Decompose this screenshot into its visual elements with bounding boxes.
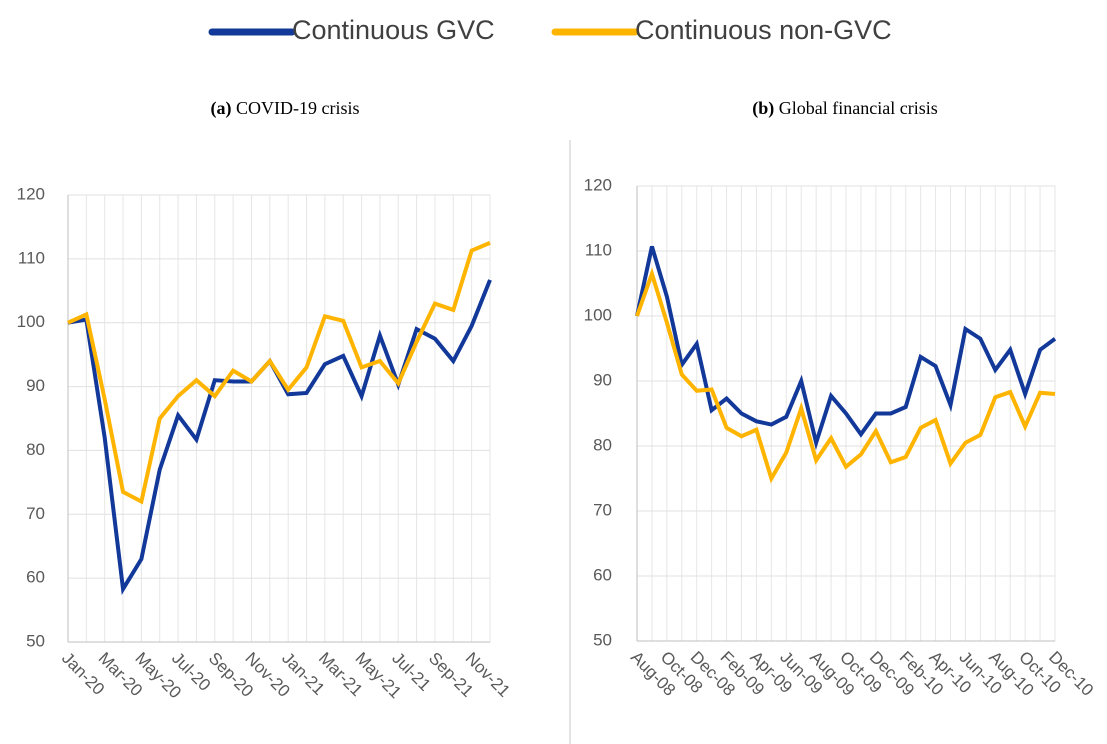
y-tick-label: 60 xyxy=(593,565,612,584)
y-tick-label: 100 xyxy=(584,305,612,324)
series-line xyxy=(67,241,491,505)
y-tick-label: 90 xyxy=(26,376,45,395)
legend-label: Continuous GVC xyxy=(292,15,495,45)
y-tick-label: 90 xyxy=(593,370,612,389)
y-tick-label: 100 xyxy=(17,312,45,331)
y-tick-label: 110 xyxy=(585,240,612,259)
y-tick-label: 70 xyxy=(593,500,612,519)
panel-title: (a) COVID-19 crisis xyxy=(211,98,360,119)
y-tick-label: 60 xyxy=(26,568,45,587)
y-tick-label: 70 xyxy=(26,504,45,523)
y-tick-label: 80 xyxy=(26,440,45,459)
y-tick-label: 120 xyxy=(17,184,45,203)
panel-title-text: COVID-19 crisis xyxy=(236,98,360,118)
panel-label: (a) xyxy=(211,98,232,119)
legend-label: Continuous non-GVC xyxy=(635,15,892,45)
series-line xyxy=(635,267,1056,484)
panel-title: (b) Global financial crisis xyxy=(752,98,937,119)
y-tick-label: 80 xyxy=(593,435,612,454)
y-tick-label: 110 xyxy=(18,248,45,267)
panel-title-text: Global financial crisis xyxy=(779,98,938,118)
panel-label: (b) xyxy=(752,98,774,119)
series-line xyxy=(67,279,492,595)
y-tick-label: 50 xyxy=(26,631,45,650)
y-tick-label: 50 xyxy=(593,630,612,649)
y-tick-label: 120 xyxy=(584,175,612,194)
